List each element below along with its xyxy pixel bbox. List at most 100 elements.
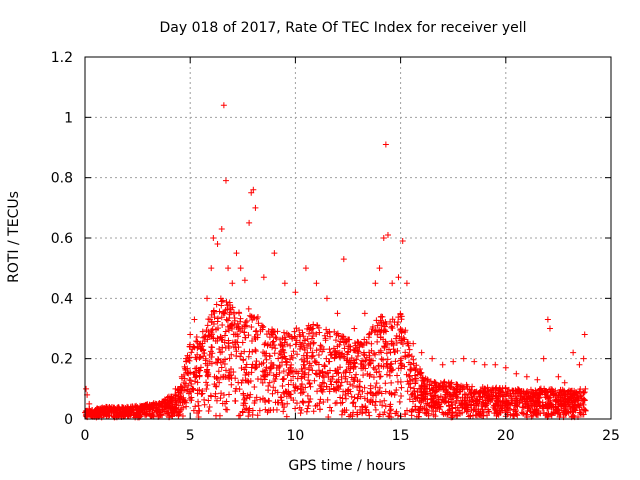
data-point — [237, 353, 244, 360]
data-point — [573, 404, 580, 411]
data-point — [466, 386, 473, 393]
data-point — [230, 343, 237, 350]
data-point — [449, 393, 456, 400]
data-point — [421, 405, 428, 412]
data-point — [403, 280, 410, 287]
data-point — [245, 407, 252, 414]
data-point — [301, 358, 308, 365]
data-point — [532, 392, 539, 399]
data-point — [206, 358, 213, 365]
data-point — [482, 385, 489, 392]
data-point — [494, 397, 501, 404]
data-point — [420, 384, 427, 391]
data-point — [396, 398, 403, 405]
data-point — [297, 410, 304, 417]
data-point — [461, 405, 468, 412]
data-point — [213, 383, 220, 390]
data-point — [231, 339, 238, 346]
data-point — [268, 359, 275, 366]
data-point — [288, 333, 295, 340]
data-point — [437, 393, 444, 400]
data-point — [245, 413, 252, 420]
data-point — [192, 403, 199, 410]
data-point — [377, 334, 384, 341]
data-point — [305, 377, 312, 384]
data-point — [287, 356, 294, 363]
data-point — [288, 395, 295, 402]
data-point — [372, 406, 379, 413]
data-point — [313, 331, 320, 338]
data-point — [578, 406, 585, 413]
data-point — [317, 385, 324, 392]
data-point — [221, 332, 228, 339]
data-point — [224, 317, 231, 324]
data-point — [566, 397, 573, 404]
data-point — [578, 392, 585, 399]
data-point — [205, 397, 212, 404]
data-point — [166, 394, 173, 401]
data-point — [218, 364, 225, 371]
data-point — [326, 404, 333, 411]
data-point — [293, 325, 300, 332]
data-point — [393, 387, 400, 394]
data-point — [382, 380, 389, 387]
data-point — [398, 384, 405, 391]
data-point — [187, 331, 194, 338]
data-point — [374, 331, 381, 338]
data-point — [439, 396, 446, 403]
data-point — [318, 343, 325, 350]
data-point — [435, 394, 442, 401]
data-point — [463, 381, 470, 388]
data-point — [139, 409, 146, 416]
data-point — [143, 405, 150, 412]
data-point — [269, 344, 276, 351]
data-point — [283, 393, 290, 400]
data-point — [195, 398, 202, 405]
data-point — [195, 402, 202, 409]
data-point — [378, 355, 385, 362]
data-point — [199, 388, 206, 395]
data-point — [289, 354, 296, 361]
data-point — [477, 387, 484, 394]
data-point — [284, 359, 291, 366]
data-point — [387, 406, 394, 413]
data-point — [271, 378, 278, 385]
data-point — [252, 346, 259, 353]
data-point — [546, 325, 553, 332]
data-point — [240, 357, 247, 364]
data-point — [176, 387, 183, 394]
data-point — [317, 342, 324, 349]
data-point — [445, 402, 452, 409]
data-point — [313, 280, 320, 287]
data-point — [316, 382, 323, 389]
data-point — [302, 365, 309, 372]
data-point — [561, 392, 568, 399]
data-point — [412, 403, 419, 410]
data-point — [316, 406, 323, 413]
data-point — [294, 375, 301, 382]
data-point — [212, 390, 219, 397]
data-point — [180, 379, 187, 386]
data-point — [212, 412, 219, 419]
data-point — [395, 274, 402, 281]
data-point — [310, 321, 317, 328]
data-point — [196, 372, 203, 379]
data-point — [219, 337, 226, 344]
data-point — [314, 388, 321, 395]
data-point — [252, 328, 259, 335]
data-point — [278, 348, 285, 355]
data-point — [397, 378, 404, 385]
data-point — [339, 399, 346, 406]
data-point — [284, 400, 291, 407]
data-point — [222, 307, 229, 314]
data-point — [252, 365, 259, 372]
data-point — [272, 399, 279, 406]
data-point — [377, 314, 384, 321]
data-point — [279, 383, 286, 390]
data-point — [301, 346, 308, 353]
data-point — [301, 337, 308, 344]
data-point — [292, 335, 299, 342]
data-point — [224, 323, 231, 330]
data-point — [429, 387, 436, 394]
data-point — [204, 372, 211, 379]
